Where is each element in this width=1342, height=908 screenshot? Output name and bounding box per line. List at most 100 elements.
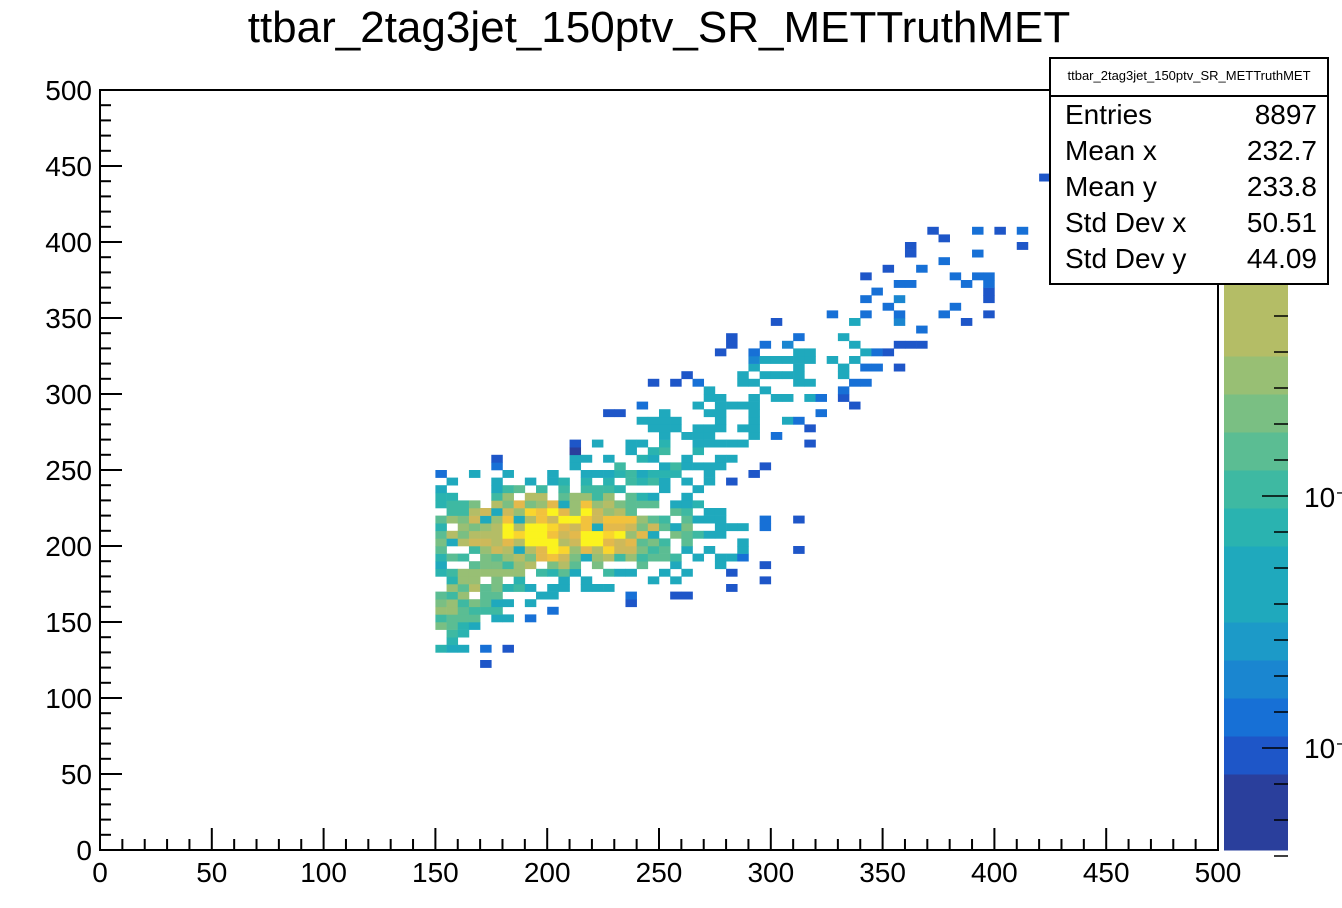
heatmap-cell <box>714 561 727 570</box>
heatmap-cell <box>603 523 615 532</box>
heatmap-cell <box>480 644 492 653</box>
heatmap-cell <box>670 470 682 478</box>
heatmap-cell <box>759 576 772 585</box>
heatmap-cell <box>457 591 470 600</box>
heatmap-cell <box>871 348 883 357</box>
heatmap-cell <box>558 553 570 562</box>
heatmap-cell <box>815 394 827 402</box>
heatmap-cell <box>524 523 537 532</box>
heatmap-cell <box>457 500 470 509</box>
heatmap-cell <box>737 439 749 448</box>
heatmap-cell <box>759 462 772 471</box>
heatmap-cell <box>748 416 760 425</box>
colorbar-segment <box>1224 774 1288 813</box>
heatmap-cell <box>647 447 660 456</box>
heatmap-cell <box>849 401 861 410</box>
heatmap-cell <box>457 644 470 653</box>
heatmap-cell <box>457 622 470 630</box>
heatmap-cell <box>446 614 459 623</box>
heatmap-cell <box>647 424 660 433</box>
heatmap-cell <box>591 538 604 547</box>
heatmap-cell <box>435 644 447 653</box>
heatmap-cell <box>860 363 872 372</box>
heatmap-cell <box>670 378 682 387</box>
heatmap-cell <box>569 515 582 524</box>
heatmap-cell <box>558 508 570 516</box>
heatmap-cell <box>614 508 626 516</box>
heatmap-cell <box>491 553 503 562</box>
heatmap-cell <box>491 462 503 471</box>
heatmap-cell <box>446 515 459 524</box>
heatmap-cell <box>759 561 772 570</box>
heatmap-cell <box>536 500 548 509</box>
heatmap-cell <box>547 508 559 516</box>
heatmap-cell <box>916 264 928 273</box>
heatmap-cell <box>558 561 570 570</box>
heatmap-cell <box>625 553 637 562</box>
heatmap-cell <box>446 538 459 547</box>
heatmap-cell <box>781 340 794 349</box>
heatmap-cell <box>558 576 570 585</box>
heatmap-cell <box>636 523 649 532</box>
heatmap-cell <box>468 584 481 592</box>
heatmap-cell <box>692 485 705 494</box>
heatmap-cell <box>480 530 492 539</box>
heatmap-cell <box>647 523 660 532</box>
heatmap-cell <box>536 485 548 494</box>
stats-value: 232.7 <box>1246 135 1317 166</box>
heatmap-cell <box>480 660 492 668</box>
x-tick-label: 350 <box>859 857 906 888</box>
heatmap-cell <box>804 394 816 402</box>
heatmap-cell <box>714 424 727 433</box>
heatmap-cell <box>614 568 626 577</box>
heatmap-cell <box>502 523 514 532</box>
heatmap-cell <box>781 356 794 364</box>
heatmap-cell <box>580 523 593 532</box>
heatmap-cell <box>837 371 850 380</box>
heatmap-cell <box>636 546 649 554</box>
heatmap-cell <box>569 546 582 554</box>
heatmap-cell <box>659 416 671 425</box>
heatmap-cell <box>468 561 481 570</box>
heatmap-cell <box>446 492 459 501</box>
heatmap-cell <box>591 523 604 532</box>
heatmap-cell <box>770 432 783 440</box>
heatmap-cell <box>603 409 615 418</box>
heatmap-cell <box>580 500 593 509</box>
heatmap-cell <box>670 561 682 570</box>
heatmap-cell <box>837 333 850 342</box>
heatmap-cell <box>636 530 649 539</box>
heatmap-cell <box>770 356 783 364</box>
heatmap-cell <box>625 538 637 547</box>
heatmap-cell <box>435 606 447 615</box>
heatmap-cell <box>737 371 749 380</box>
heatmap-cell <box>614 462 626 471</box>
heatmap-cell <box>759 356 772 364</box>
heatmap-cell <box>647 538 660 547</box>
heatmap-cell <box>714 553 727 562</box>
heatmap-cell <box>938 257 950 266</box>
heatmap-cell <box>491 568 503 577</box>
heatmap-cell <box>625 591 637 600</box>
heatmap-cell <box>793 363 805 372</box>
heatmap-cell <box>737 401 749 410</box>
heatmap-cell <box>591 515 604 524</box>
heatmap-cell <box>837 363 850 372</box>
heatmap-cell <box>748 356 760 364</box>
heatmap-cell <box>737 538 749 547</box>
heatmap-cell <box>446 629 459 638</box>
heatmap-cell <box>558 538 570 547</box>
stats-box: ttbar_2tag3jet_150ptv_SR_METTruthMET Ent… <box>1049 57 1329 285</box>
heatmap-cell <box>502 485 514 494</box>
colorbar-tick-label: 10⁻ <box>1304 482 1342 513</box>
heatmap-cell <box>457 576 470 585</box>
heatmap-cell <box>659 485 671 494</box>
heatmap-cell <box>580 470 593 478</box>
heatmap-cell <box>468 470 481 478</box>
heatmap-cell <box>659 424 671 433</box>
y-tick-label: 200 <box>45 531 92 562</box>
heatmap-cell <box>502 553 514 562</box>
x-tick-label: 450 <box>1083 857 1130 888</box>
heatmap-cell <box>480 538 492 547</box>
heatmap-cell <box>502 644 514 653</box>
